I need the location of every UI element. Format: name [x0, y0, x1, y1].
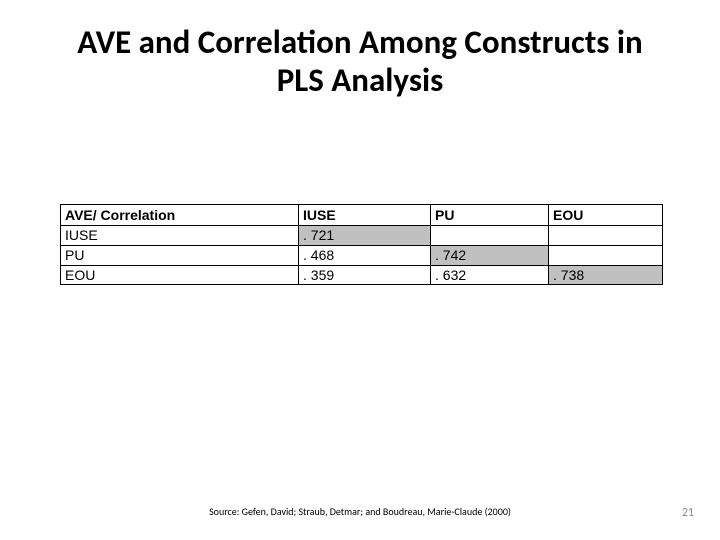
data-cell — [549, 245, 663, 265]
page-number: 21 — [682, 506, 694, 520]
data-cell: . 632 — [431, 265, 549, 285]
header-col-1: PU — [431, 205, 549, 226]
data-cell: . 742 — [431, 245, 549, 265]
data-cell: . 468 — [299, 245, 431, 265]
header-col-2: EOU — [549, 205, 663, 226]
table-row: PU. 468. 742 — [61, 245, 663, 265]
data-cell — [431, 226, 549, 246]
correlation-table: AVE/ Correlation IUSE PU EOU IUSE. 721PU… — [60, 204, 663, 285]
correlation-table-container: AVE/ Correlation IUSE PU EOU IUSE. 721PU… — [60, 204, 662, 285]
table-row: EOU. 359. 632. 738 — [61, 265, 663, 285]
data-cell: . 738 — [549, 265, 663, 285]
table-row: IUSE. 721 — [61, 226, 663, 246]
table-body: IUSE. 721PU. 468. 742EOU. 359. 632. 738 — [61, 226, 663, 285]
source-citation: Source: Gefen, David; Straub, Detmar; an… — [0, 505, 720, 518]
header-col-0: IUSE — [299, 205, 431, 226]
data-cell: . 721 — [299, 226, 431, 246]
row-label-cell: PU — [61, 245, 299, 265]
row-label-cell: EOU — [61, 265, 299, 285]
data-cell — [549, 226, 663, 246]
row-label-cell: IUSE — [61, 226, 299, 246]
header-label-cell: AVE/ Correlation — [61, 205, 299, 226]
data-cell: . 359 — [299, 265, 431, 285]
slide-title: AVE and Correlation Among Constructs in … — [0, 0, 720, 100]
table-header-row: AVE/ Correlation IUSE PU EOU — [61, 205, 663, 226]
